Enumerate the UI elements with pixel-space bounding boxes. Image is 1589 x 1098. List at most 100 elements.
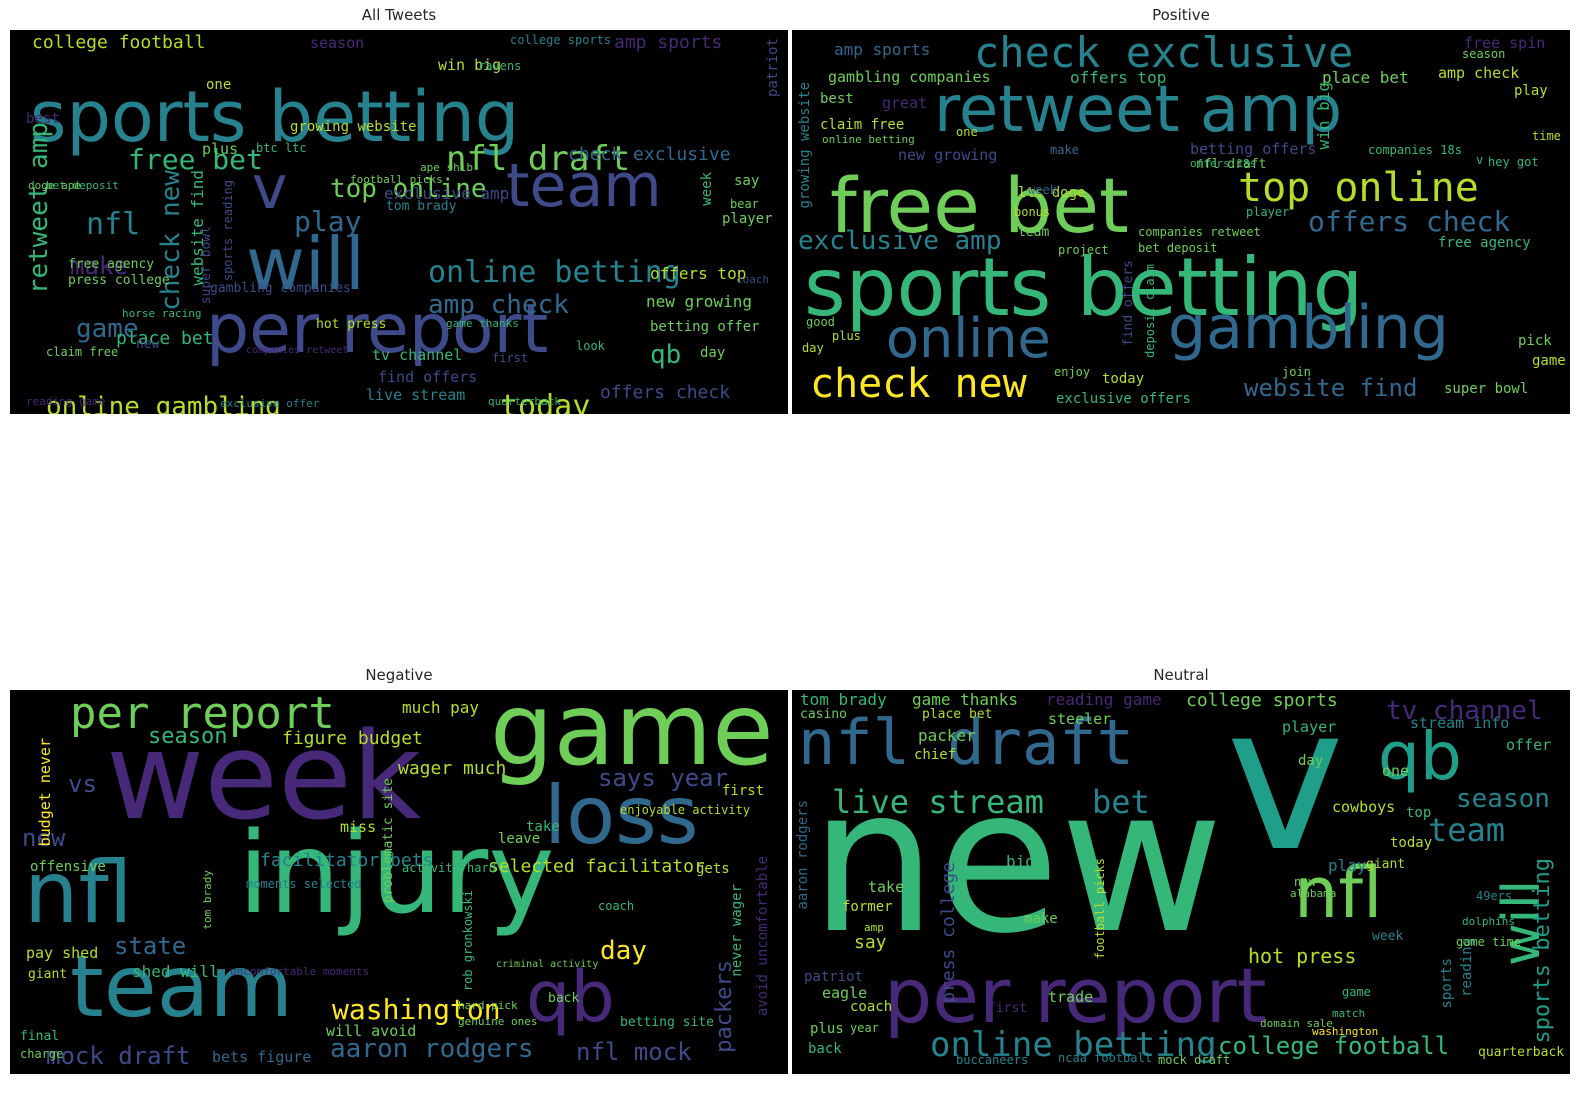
cloud-word: will avoid: [326, 1022, 417, 1040]
cloud-word: amp sports: [834, 40, 931, 59]
cloud-word: reading game: [26, 395, 106, 408]
cloud-word: steeler: [1048, 710, 1112, 728]
cloud-word: will: [246, 222, 365, 306]
cloud-word: free bet: [128, 143, 263, 176]
cloud-word: season: [1462, 47, 1506, 61]
cloud-word: rob gronkowski: [461, 890, 475, 992]
cloud-word: former: [842, 899, 893, 915]
cloud-word: coach: [850, 999, 893, 1015]
cloud-word: first: [722, 783, 765, 799]
cloud-word: team: [506, 151, 662, 221]
cloud-word: bets figure: [212, 1048, 312, 1066]
cloud-word: good: [806, 315, 835, 329]
cloud-word: qb: [1378, 718, 1462, 795]
cloud-word: pay shed: [26, 944, 99, 962]
cloud-word: check exclusive: [974, 30, 1354, 77]
cloud-word: budget never: [36, 738, 54, 847]
cloud-word: gambling companies: [210, 281, 351, 296]
cloud-word: new: [136, 337, 160, 352]
cloud-word: enjoy: [1054, 365, 1091, 379]
cloud-word: team: [1018, 225, 1050, 240]
cloud-word: online gambling: [46, 392, 281, 414]
cloud-word: per report: [70, 690, 335, 739]
cloud-word: per report: [884, 951, 1267, 1040]
cloud-word: never wager: [729, 884, 745, 977]
panel-title: Neutral: [1153, 666, 1209, 684]
cloud-word: criminal activity: [496, 959, 599, 970]
cloud-word: season: [148, 724, 228, 749]
cloud-word: moments selected: [246, 877, 362, 891]
cloud-word: retweet amp: [24, 122, 54, 295]
cloud-word: chief: [914, 747, 957, 763]
cloud-word: sports: [1439, 958, 1455, 1009]
cloud-word: win big: [1314, 82, 1333, 150]
cloud-word: one: [956, 125, 978, 139]
cloud-word: one: [206, 77, 232, 93]
cloud-word: genuine ones: [458, 1015, 538, 1028]
cloud-word: companies retweet: [246, 345, 349, 356]
cloud-word: btc ltc: [256, 141, 307, 155]
cloud-word: match: [1332, 1007, 1366, 1020]
cloud-word: nfl: [1294, 852, 1383, 934]
cloud-word: time: [1532, 129, 1561, 143]
cloud-word: amp sports: [614, 32, 723, 53]
cloud-word: one: [1382, 762, 1410, 780]
cloud-word: game thanks: [446, 317, 519, 330]
cloud-word: much pay: [402, 698, 480, 717]
cloud-word: nfl draft: [446, 139, 631, 179]
wordcloud-canvas: new v per report nfl draft nfl will qb o…: [792, 690, 1570, 1074]
cloud-word: day: [802, 341, 824, 355]
cloud-word: new: [22, 824, 66, 852]
cloud-word: gambling companies: [828, 68, 991, 86]
cloud-word: year: [850, 1021, 879, 1035]
cloud-word: check exclusive: [568, 144, 731, 165]
cloud-word: press college: [68, 273, 170, 288]
cloud-word: team: [70, 937, 294, 1037]
cloud-word: buccaneers: [956, 1053, 1029, 1067]
cloud-word: wager much: [398, 758, 507, 779]
cloud-word: quarterback: [1478, 1045, 1565, 1060]
cloud-word: casino: [800, 707, 847, 722]
cloud-word: super bowl: [1444, 381, 1529, 397]
cloud-word: top: [1406, 805, 1432, 821]
cloud-word: make: [70, 252, 128, 280]
cloud-word: exclusive offer: [220, 397, 320, 410]
cloud-word: project: [1058, 243, 1109, 257]
cloud-word: offer: [1506, 736, 1552, 754]
cloud-word: tv channel: [1386, 696, 1543, 726]
cloud-word: best: [26, 111, 60, 127]
cloud-word: first: [492, 351, 529, 365]
cloud-word: aaron rodgers: [795, 800, 811, 910]
cloud-word: offers check: [600, 382, 731, 403]
cloud-word: bonus: [1014, 205, 1051, 219]
cloud-word: charge: [20, 1047, 64, 1061]
cloud-word: today: [1390, 835, 1433, 851]
cloud-word: player: [1282, 718, 1337, 736]
cloud-word: betting site: [620, 1015, 714, 1030]
cloud-word: bear: [730, 197, 759, 211]
cloud-word: retweet amp: [934, 73, 1343, 147]
cloud-word: player: [722, 211, 773, 227]
cloud-word: stream info: [1410, 714, 1510, 732]
cloud-word: companies retweet: [1138, 225, 1261, 239]
cloud-word: mock draft: [46, 1042, 191, 1070]
cloud-word: college sports: [510, 33, 612, 47]
cloud-word: play: [1328, 856, 1367, 875]
wordcloud-panel-positive: Positive sports betting free bet retweet…: [792, 0, 1570, 414]
wordcloud-panel-neutral: Neutral new v per report nfl draft nfl w…: [792, 660, 1570, 1074]
cloud-word: companies 18s: [1368, 143, 1462, 157]
cloud-word: super bowl: [199, 226, 214, 305]
cloud-word: make: [1050, 143, 1079, 157]
cloud-word: look: [576, 339, 605, 353]
cloud-word: growing website: [797, 82, 813, 209]
cloud-word: take: [868, 878, 905, 896]
cloud-word: check new: [810, 361, 1027, 407]
cloud-word: college sports: [1186, 690, 1338, 711]
wordcloud-panel-all-tweets: All Tweets sports betting team will per …: [10, 0, 788, 414]
cloud-word: offers check: [1308, 205, 1511, 238]
cloud-word: online betting: [822, 133, 915, 146]
cloud-word: sports betting: [804, 241, 1364, 334]
cloud-word: dolphins: [1462, 915, 1515, 928]
cloud-word: gambling: [1168, 293, 1449, 363]
cloud-word: final: [20, 1029, 60, 1044]
